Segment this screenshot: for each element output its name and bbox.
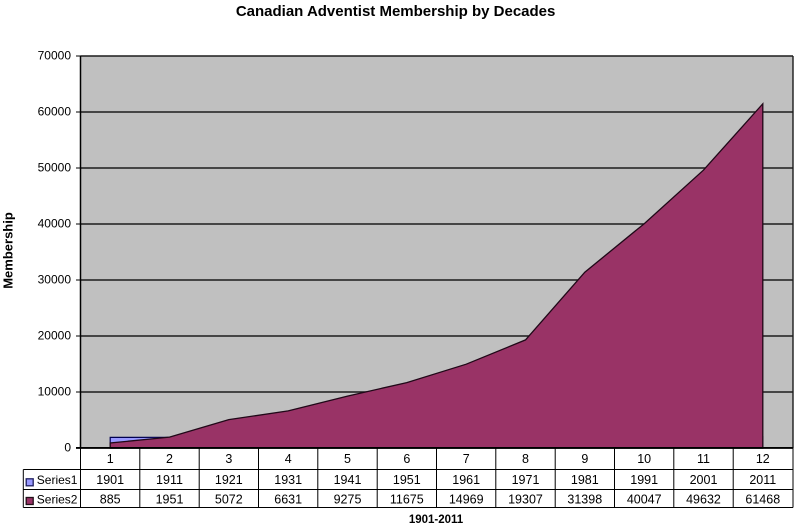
svg-text:3: 3 xyxy=(225,452,232,466)
svg-text:1: 1 xyxy=(107,452,114,466)
svg-text:1901-2011: 1901-2011 xyxy=(409,514,464,526)
svg-text:6631: 6631 xyxy=(274,492,302,506)
svg-text:1921: 1921 xyxy=(215,473,243,487)
svg-text:0: 0 xyxy=(64,440,71,454)
svg-text:61468: 61468 xyxy=(745,492,780,506)
svg-text:31398: 31398 xyxy=(567,492,602,506)
svg-text:1951: 1951 xyxy=(156,492,184,506)
svg-text:11675: 11675 xyxy=(390,492,424,506)
svg-text:1961: 1961 xyxy=(452,473,480,487)
svg-text:1951: 1951 xyxy=(393,473,421,487)
svg-text:7: 7 xyxy=(463,452,470,466)
svg-text:Canadian Adventist Membership: Canadian Adventist Membership by Decades xyxy=(236,3,556,20)
svg-text:Series2: Series2 xyxy=(37,492,78,506)
svg-text:9275: 9275 xyxy=(334,492,362,506)
svg-text:8: 8 xyxy=(522,452,529,466)
svg-text:2: 2 xyxy=(166,452,173,466)
svg-text:11: 11 xyxy=(697,452,710,466)
svg-text:2011: 2011 xyxy=(749,473,776,487)
svg-text:20000: 20000 xyxy=(38,328,72,342)
svg-text:4: 4 xyxy=(285,452,292,466)
svg-text:1941: 1941 xyxy=(334,473,362,487)
svg-text:1901: 1901 xyxy=(96,473,124,487)
svg-text:1991: 1991 xyxy=(630,473,658,487)
svg-text:60000: 60000 xyxy=(38,104,72,118)
svg-text:2001: 2001 xyxy=(690,473,718,487)
svg-text:10: 10 xyxy=(637,452,651,466)
svg-text:10000: 10000 xyxy=(38,384,72,398)
svg-text:50000: 50000 xyxy=(38,160,72,174)
svg-text:885: 885 xyxy=(100,492,121,506)
svg-text:49632: 49632 xyxy=(686,492,721,506)
svg-text:6: 6 xyxy=(403,452,410,466)
svg-text:70000: 70000 xyxy=(38,48,72,62)
svg-text:19307: 19307 xyxy=(508,492,543,506)
svg-text:5072: 5072 xyxy=(215,492,243,506)
svg-text:1931: 1931 xyxy=(274,473,302,487)
svg-text:12: 12 xyxy=(756,452,770,466)
svg-text:14969: 14969 xyxy=(449,492,484,506)
svg-text:40047: 40047 xyxy=(627,492,662,506)
svg-text:1981: 1981 xyxy=(571,473,599,487)
svg-text:1971: 1971 xyxy=(512,473,540,487)
svg-text:Series1: Series1 xyxy=(37,473,78,487)
svg-text:1911: 1911 xyxy=(156,473,183,487)
svg-text:Membership: Membership xyxy=(1,212,16,289)
svg-text:40000: 40000 xyxy=(38,216,72,230)
svg-text:9: 9 xyxy=(581,452,588,466)
svg-text:30000: 30000 xyxy=(38,272,72,286)
svg-text:5: 5 xyxy=(344,452,351,466)
